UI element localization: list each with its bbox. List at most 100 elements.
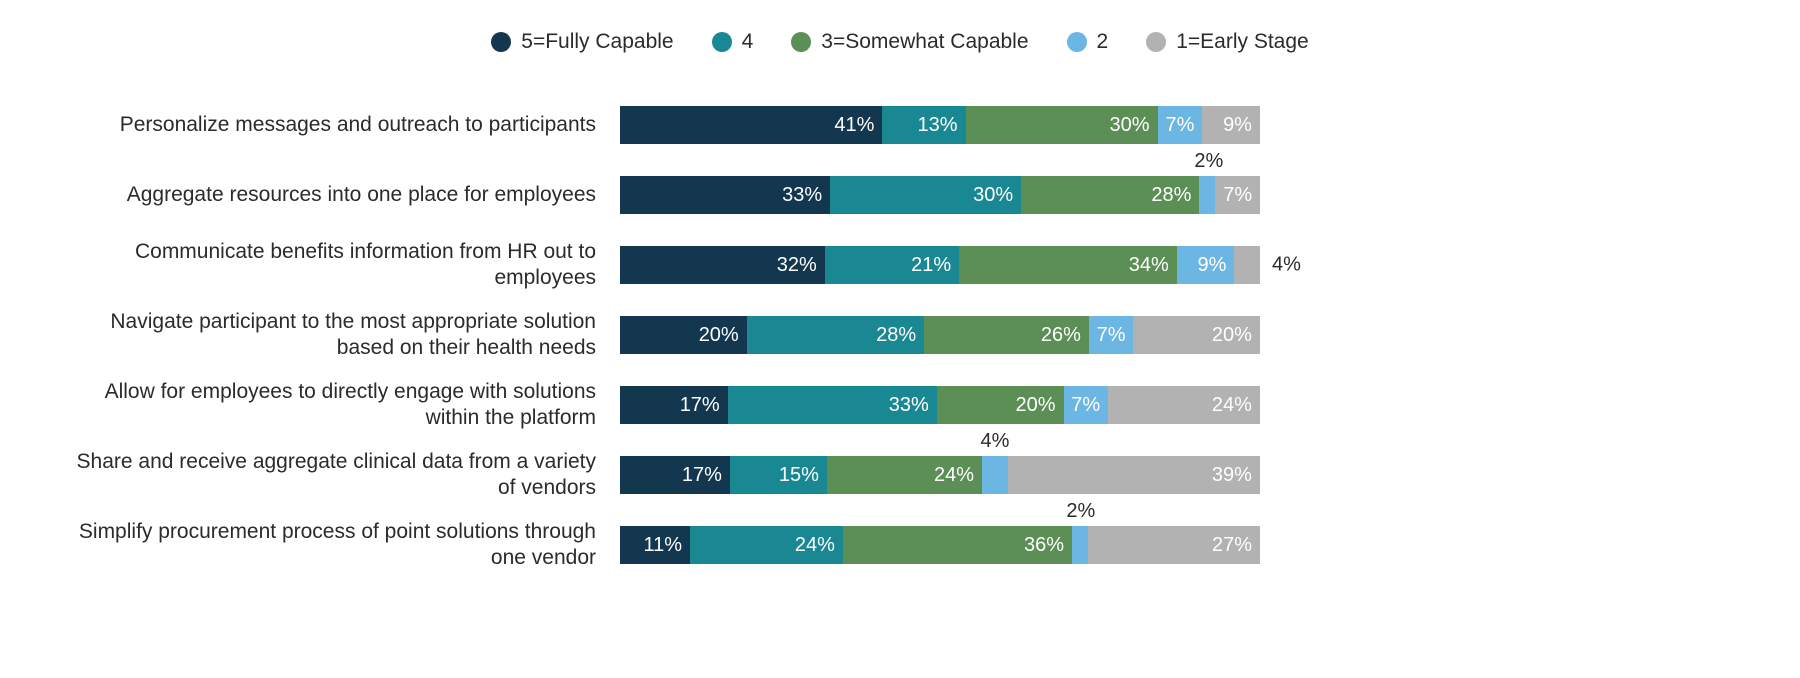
row-label: Share and receive aggregate clinical dat… bbox=[60, 449, 620, 500]
segment-value: 20% bbox=[1016, 394, 1056, 417]
legend-swatch-s1 bbox=[1146, 32, 1166, 52]
legend-item-s3: 3=Somewhat Capable bbox=[791, 30, 1028, 54]
bar-segment-s4: 30% bbox=[830, 176, 1021, 214]
bar-segment-s4: 33% bbox=[728, 386, 937, 424]
legend: 5=Fully Capable 4 3=Somewhat Capable 2 1=Ear… bbox=[60, 30, 1740, 54]
segment-value: 20% bbox=[1212, 324, 1252, 347]
bar-segment-s4: 24% bbox=[690, 526, 843, 564]
segment-value: 41% bbox=[834, 114, 874, 137]
legend-swatch-s4 bbox=[712, 32, 732, 52]
legend-swatch-s3 bbox=[791, 32, 811, 52]
bar-segment-s5: 11% bbox=[620, 526, 690, 564]
bar-segment-s5: 32% bbox=[620, 246, 825, 284]
legend-label-s4: 4 bbox=[742, 30, 754, 54]
bar-segment-s1 bbox=[1234, 246, 1260, 284]
segment-value: 21% bbox=[911, 254, 951, 277]
segment-value: 28% bbox=[1151, 184, 1191, 207]
segment-value: 30% bbox=[1110, 114, 1150, 137]
legend-label-s2: 2 bbox=[1097, 30, 1109, 54]
callout-label: 4% bbox=[1272, 254, 1301, 277]
bar-track: 17%33%20%7%24% bbox=[620, 386, 1260, 424]
bar-area: 32% 21% 34% 9% 4% bbox=[620, 230, 1740, 300]
bar-track: 11% 24% 36% 27% bbox=[620, 526, 1260, 564]
bar-segment-s3: 36% bbox=[843, 526, 1072, 564]
legend-swatch-s2 bbox=[1067, 32, 1087, 52]
segment-value: 7% bbox=[1223, 184, 1252, 207]
bar-rows: Personalize messages and outreach to par… bbox=[60, 90, 1740, 580]
segment-value: 39% bbox=[1212, 464, 1252, 487]
segment-value: 17% bbox=[680, 394, 720, 417]
bar-segment-s3: 34% bbox=[959, 246, 1177, 284]
row-label: Allow for employees to directly engage w… bbox=[60, 379, 620, 430]
capability-stacked-bar-chart: 5=Fully Capable 4 3=Somewhat Capable 2 1=Ear… bbox=[0, 0, 1800, 678]
bar-segment-s5: 41% bbox=[620, 106, 882, 144]
bar-area: 20% 28% 26% 7% 20% bbox=[620, 300, 1740, 370]
legend-label-s5: 5=Fully Capable bbox=[521, 30, 673, 54]
segment-value: 13% bbox=[918, 114, 958, 137]
legend-item-s1: 1=Early Stage bbox=[1146, 30, 1309, 54]
bar-area: 17%15%24%39%4% bbox=[620, 440, 1740, 510]
bar-area: 33%30%28%7%2% bbox=[620, 160, 1740, 230]
legend-label-s1: 1=Early Stage bbox=[1176, 30, 1309, 54]
bar-segment-s2 bbox=[982, 456, 1008, 494]
bar-row: Personalize messages and outreach to par… bbox=[60, 90, 1740, 160]
segment-value: 27% bbox=[1212, 534, 1252, 557]
bar-segment-s4: 21% bbox=[825, 246, 959, 284]
segment-value: 33% bbox=[889, 394, 929, 417]
segment-value: 15% bbox=[779, 464, 819, 487]
bar-segment-s4: 15% bbox=[730, 456, 827, 494]
segment-value: 17% bbox=[682, 464, 722, 487]
row-label: Personalize messages and outreach to par… bbox=[60, 112, 620, 138]
legend-item-s4: 4 bbox=[712, 30, 754, 54]
bar-row: Communicate benefits information from HR… bbox=[60, 230, 1740, 300]
segment-value: 33% bbox=[782, 184, 822, 207]
bar-row: Simplify procurement process of point so… bbox=[60, 510, 1740, 580]
bar-segment-s3: 26% bbox=[924, 316, 1089, 354]
segment-value: 11% bbox=[644, 534, 683, 557]
bar-track: 20% 28% 26% 7% 20% bbox=[620, 316, 1260, 354]
bar-segment-s3: 24% bbox=[827, 456, 982, 494]
segment-value: 9% bbox=[1223, 114, 1252, 137]
segment-value: 32% bbox=[777, 254, 817, 277]
bar-segment-s2: 7% bbox=[1158, 106, 1203, 144]
bar-segment-s2: 7% bbox=[1089, 316, 1133, 354]
bar-row: Navigate participant to the most appropr… bbox=[60, 300, 1740, 370]
bar-segment-s5: 17% bbox=[620, 386, 728, 424]
segment-value: 7% bbox=[1071, 394, 1100, 417]
bar-track: 33% 30% 28% 7% bbox=[620, 176, 1260, 214]
bar-segment-s3: 20% bbox=[937, 386, 1064, 424]
row-label: Aggregate resources into one place for e… bbox=[60, 182, 620, 208]
bar-track: 41% 13% 30% 7% 9% bbox=[620, 106, 1260, 144]
segment-value: 20% bbox=[699, 324, 739, 347]
bar-segment-s1: 9% bbox=[1202, 106, 1260, 144]
bar-row: Aggregate resources into one place for e… bbox=[60, 160, 1740, 230]
segment-value: 7% bbox=[1166, 114, 1195, 137]
callout-label: 2% bbox=[1066, 500, 1095, 523]
bar-segment-s1: 20% bbox=[1133, 316, 1260, 354]
segment-value: 7% bbox=[1097, 324, 1126, 347]
row-label: Navigate participant to the most appropr… bbox=[60, 309, 620, 360]
legend-item-s2: 2 bbox=[1067, 30, 1109, 54]
segment-value: 24% bbox=[795, 534, 835, 557]
bar-segment-s2 bbox=[1072, 526, 1088, 564]
bar-segment-s2 bbox=[1199, 176, 1215, 214]
bar-track: 17% 15% 24% 39% bbox=[620, 456, 1260, 494]
bar-segment-s4: 13% bbox=[882, 106, 965, 144]
segment-value: 28% bbox=[876, 324, 916, 347]
bar-segment-s1: 39% bbox=[1008, 456, 1260, 494]
bar-segment-s1: 27% bbox=[1088, 526, 1260, 564]
segment-value: 9% bbox=[1197, 254, 1226, 277]
row-label: Simplify procurement process of point so… bbox=[60, 519, 620, 570]
segment-value: 36% bbox=[1024, 534, 1064, 557]
legend-item-s5: 5=Fully Capable bbox=[491, 30, 673, 54]
bar-segment-s4: 28% bbox=[747, 316, 924, 354]
segment-value: 30% bbox=[973, 184, 1013, 207]
bar-row: Allow for employees to directly engage w… bbox=[60, 370, 1740, 440]
bar-row: Share and receive aggregate clinical dat… bbox=[60, 440, 1740, 510]
bar-area: 41% 13% 30% 7% 9% bbox=[620, 90, 1740, 160]
segment-value: 26% bbox=[1041, 324, 1081, 347]
row-label: Communicate benefits information from HR… bbox=[60, 239, 620, 290]
bar-segment-s3: 30% bbox=[966, 106, 1158, 144]
bar-area: 17%33%20%7%24% bbox=[620, 370, 1740, 440]
callout-label: 4% bbox=[980, 430, 1009, 453]
